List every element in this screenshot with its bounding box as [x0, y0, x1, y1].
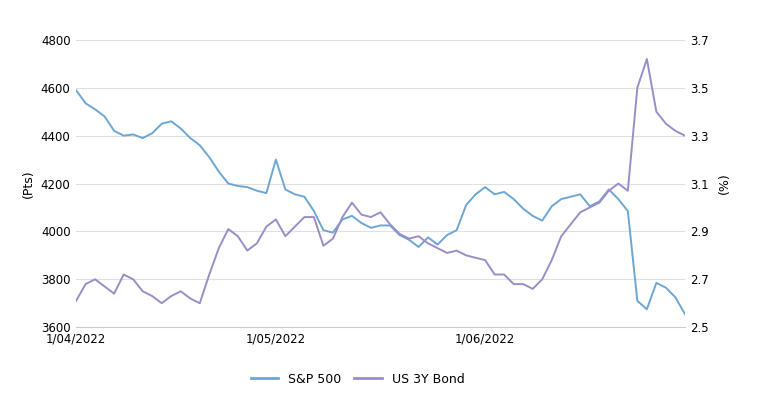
Y-axis label: (Pts): (Pts) [22, 169, 35, 198]
Text: S&P 500 Vs. 3-Yr US Gov Bond: S&P 500 Vs. 3-Yr US Gov Bond [9, 15, 314, 33]
Legend: S&P 500, US 3Y Bond: S&P 500, US 3Y Bond [246, 368, 470, 391]
Y-axis label: (%): (%) [718, 173, 731, 194]
